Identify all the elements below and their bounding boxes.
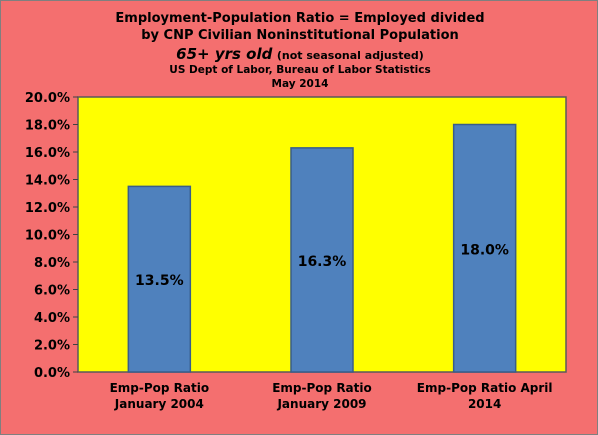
y-tick-label: 12.0% bbox=[25, 201, 70, 216]
x-tick-label: Emp-Pop Ratio bbox=[272, 381, 372, 395]
x-tick-label: January 2004 bbox=[114, 397, 204, 411]
chart-source: US Dept of Labor, Bureau of Labor Statis… bbox=[169, 64, 431, 76]
bar bbox=[290, 147, 354, 373]
y-tick-label: 8.0% bbox=[34, 256, 70, 271]
y-tick-label: 0.0% bbox=[34, 366, 70, 381]
bar bbox=[127, 185, 192, 373]
y-tick-label: 4.0% bbox=[34, 311, 70, 326]
chart-title-line-3: 65+ yrs old (not seasonal adjusted) bbox=[1, 45, 598, 63]
bar bbox=[452, 123, 517, 373]
age-group-label: 65+ yrs old bbox=[176, 45, 273, 63]
chart-date: May 2014 bbox=[271, 78, 329, 90]
chart-title-line-1: Employment-Population Ratio = Employed d… bbox=[115, 11, 485, 26]
data-label: 13.5% bbox=[135, 273, 184, 289]
x-tick-label: 2014 bbox=[468, 397, 501, 411]
x-tick-label: Emp-Pop Ratio April bbox=[417, 381, 553, 395]
y-tick-label: 18.0% bbox=[25, 119, 70, 134]
x-tick-label: Emp-Pop Ratio bbox=[110, 381, 210, 395]
y-tick-label: 20.0% bbox=[25, 91, 70, 106]
chart-title-line-2: by CNP Civilian Noninstitutional Populat… bbox=[141, 28, 459, 43]
seasonal-note: (not seasonal adjusted) bbox=[276, 49, 424, 62]
y-tick-label: 16.0% bbox=[25, 146, 70, 161]
y-tick-label: 10.0% bbox=[25, 229, 70, 244]
x-tick-label: January 2009 bbox=[276, 397, 366, 411]
y-tick-label: 6.0% bbox=[34, 284, 70, 299]
data-label: 16.3% bbox=[298, 254, 347, 270]
y-tick-label: 2.0% bbox=[34, 339, 70, 354]
data-label: 18.0% bbox=[460, 242, 509, 258]
y-tick-label: 14.0% bbox=[25, 174, 70, 189]
